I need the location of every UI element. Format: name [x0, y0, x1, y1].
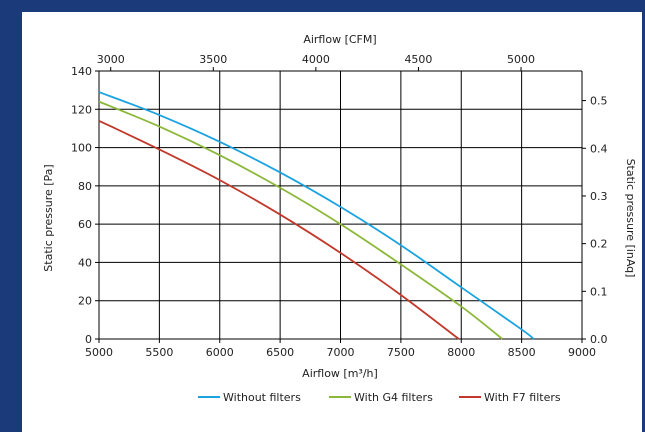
y-tick-label: 140: [71, 65, 92, 78]
y2-tick-label: 0.1: [590, 285, 608, 298]
series-layer: [98, 91, 535, 340]
y-tick-label: 100: [71, 142, 92, 155]
series-line-2: [98, 100, 503, 340]
x-tick-label: 5500: [145, 346, 173, 359]
legend-label: With F7 filters: [484, 391, 561, 404]
y2-tick-label: 0.3: [590, 190, 608, 203]
legend-label: With G4 filters: [354, 391, 433, 404]
y2-tick-label: 0.0: [590, 333, 608, 346]
y-tick-label: 120: [71, 103, 92, 116]
y-tick-label: 0: [85, 333, 92, 346]
x2-tick-label: 4000: [302, 53, 330, 66]
x-tick-label: 8500: [508, 346, 536, 359]
x-tick-label: 9000: [568, 346, 596, 359]
x-tick-label: 8000: [447, 346, 475, 359]
x-primary-axis-title: Airflow [m³/h]: [302, 367, 378, 380]
y2-tick-label: 0.4: [590, 142, 608, 155]
legend: Without filters With G4 filters With F7 fi…: [198, 391, 561, 404]
y2-tick-label: 0.2: [590, 238, 608, 251]
chart-panel: 0 20 40 60 80 100 120 140 5000 5500 6000 6500 7000 75…: [22, 12, 642, 432]
x-tick-label: 7500: [387, 346, 415, 359]
x-secondary-axis-title: Airflow [CFM]: [303, 33, 376, 46]
series-line-1: [98, 91, 535, 340]
y2-tick-label: 0.5: [590, 95, 608, 108]
tick-layer: 0 20 40 60 80 100 120 140 5000 5500 6000 6500 7000 75…: [71, 53, 608, 359]
x2-tick-label: 3000: [97, 53, 125, 66]
y-tick-label: 20: [78, 295, 92, 308]
x2-tick-label: 3500: [199, 53, 227, 66]
legend-label: Without filters: [223, 391, 301, 404]
x-tick-label: 7000: [327, 346, 355, 359]
x-tick-label: 6000: [206, 346, 234, 359]
x2-tick-label: 5000: [507, 53, 535, 66]
chart: 0 20 40 60 80 100 120 140 5000 5500 6000 6500 7000 75…: [42, 33, 637, 404]
y-tick-label: 40: [78, 256, 92, 269]
y-tick-label: 80: [78, 180, 92, 193]
x2-tick-label: 4500: [404, 53, 432, 66]
x-tick-label: 5000: [85, 346, 113, 359]
y-tick-label: 60: [78, 218, 92, 231]
grid-layer: [98, 70, 583, 340]
series-line-3: [98, 119, 460, 340]
y-secondary-axis-title: Static pressure [inAq]: [624, 159, 637, 278]
y-primary-axis-title: Static pressure [Pa]: [42, 164, 55, 271]
x-tick-label: 6500: [266, 346, 294, 359]
